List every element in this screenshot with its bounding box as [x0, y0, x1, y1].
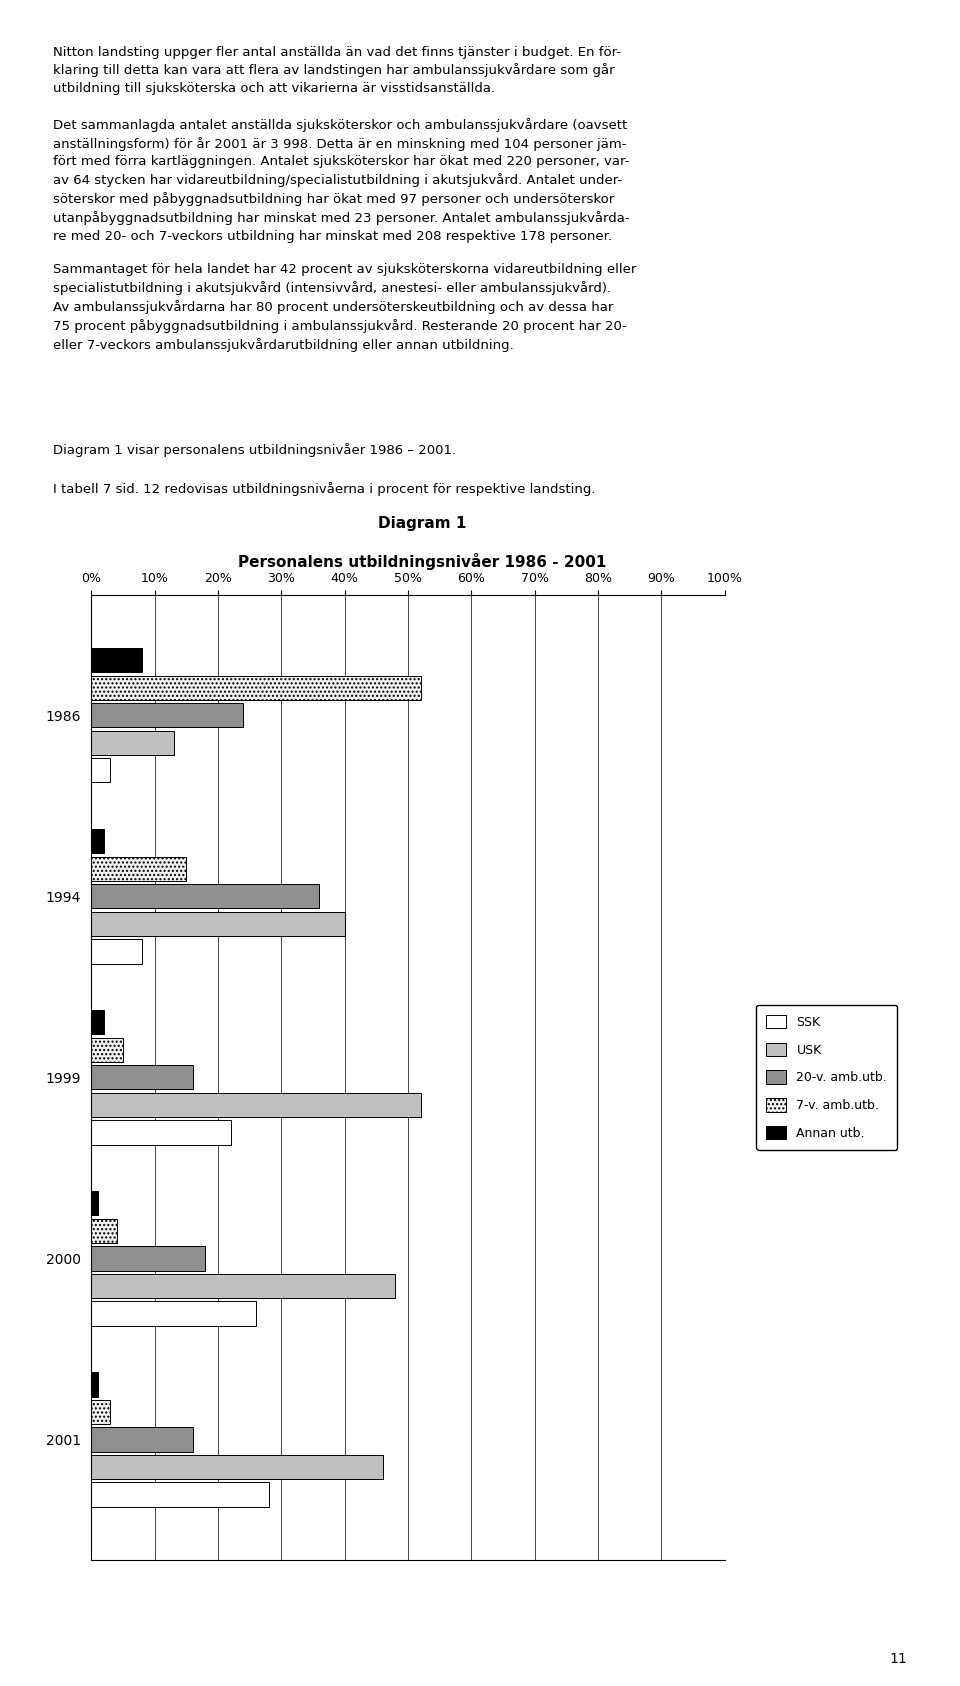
Bar	[91, 1482, 269, 1507]
Bar	[91, 1093, 420, 1118]
Bar	[91, 759, 110, 782]
Bar	[91, 1066, 193, 1089]
Bar	[91, 883, 320, 909]
Bar	[91, 1192, 98, 1216]
Bar	[91, 703, 243, 727]
Text: Sammantaget för hela landet har 42 procent av sjuksköterskorna vidareutbildning : Sammantaget för hela landet har 42 proce…	[53, 263, 636, 352]
Text: Personalens utbildningsnivåer 1986 - 2001: Personalens utbildningsnivåer 1986 - 200…	[238, 553, 607, 570]
Bar	[91, 1010, 104, 1035]
Text: Diagram 1 visar personalens utbildningsnivåer 1986 – 2001.: Diagram 1 visar personalens utbildningsn…	[53, 443, 456, 457]
Text: 11: 11	[890, 1652, 907, 1666]
Bar	[91, 676, 420, 700]
Bar	[91, 1219, 116, 1243]
Bar	[91, 830, 104, 853]
Text: I tabell 7 sid. 12 redovisas utbildningsnivåerna i procent för respektive landst: I tabell 7 sid. 12 redovisas utbildnings…	[53, 482, 595, 496]
Bar	[91, 1428, 193, 1452]
Text: Nitton landsting uppger fler antal anställda än vad det finns tjänster i budget.: Nitton landsting uppger fler antal anstä…	[53, 46, 621, 94]
Bar	[91, 1399, 110, 1425]
Bar	[91, 1275, 396, 1298]
Text: Diagram 1: Diagram 1	[378, 516, 467, 531]
Bar	[91, 1246, 205, 1271]
Bar	[91, 1302, 256, 1325]
Bar	[91, 1372, 98, 1396]
Bar	[91, 939, 142, 963]
Bar	[91, 1037, 123, 1062]
Bar	[91, 647, 142, 673]
Bar	[91, 730, 174, 755]
Bar	[91, 1455, 383, 1479]
Bar	[91, 912, 345, 936]
Bar	[91, 856, 186, 880]
Text: Det sammanlagda antalet anställda sjuksköterskor och ambulanssjukvårdare (oavset: Det sammanlagda antalet anställda sjuksk…	[53, 118, 630, 243]
Legend: SSK, USK, 20-v. amb.utb., 7-v. amb.utb., Annan utb.: SSK, USK, 20-v. amb.utb., 7-v. amb.utb.,…	[756, 1005, 898, 1150]
Bar	[91, 1120, 230, 1145]
